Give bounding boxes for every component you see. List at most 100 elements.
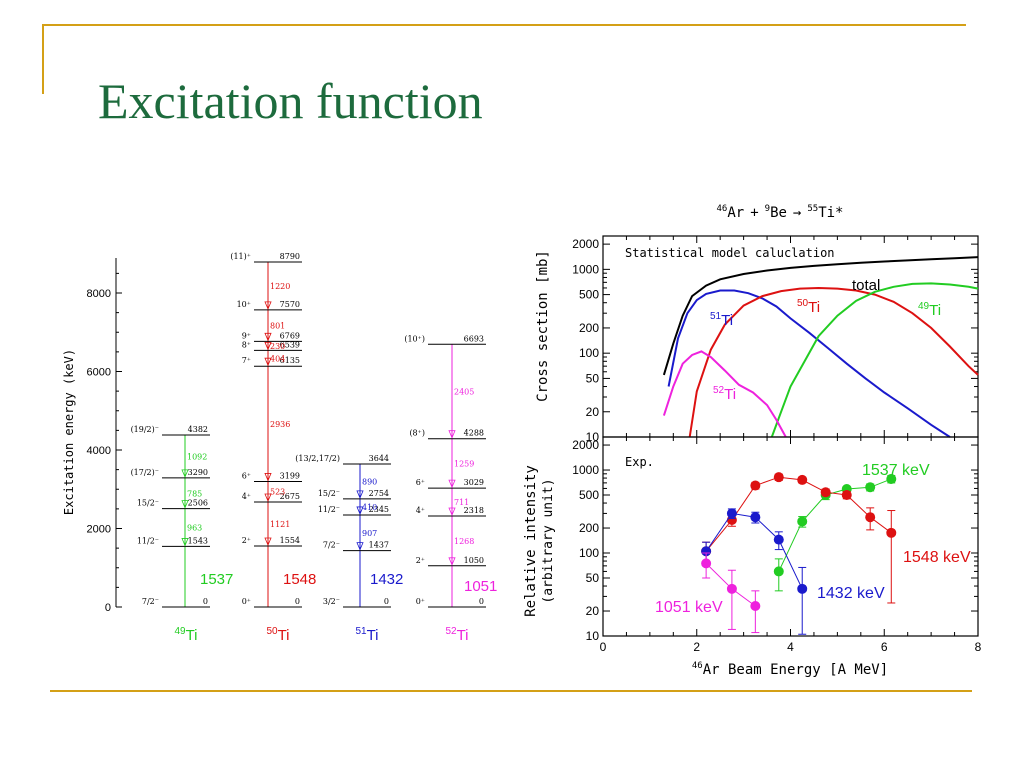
x-tick-label: 4 bbox=[787, 640, 794, 654]
data-point bbox=[797, 583, 808, 594]
data-point bbox=[773, 534, 784, 545]
level-spin-label: 15/2⁻ bbox=[318, 489, 340, 498]
level-energy-label: 3199 bbox=[280, 471, 300, 480]
curve-total bbox=[662, 256, 979, 376]
level-spin-label: 8⁺ bbox=[242, 340, 251, 349]
cross-section-series bbox=[662, 256, 979, 438]
x-tick-label: 6 bbox=[881, 640, 888, 654]
level-scheme-tick-label: 4000 bbox=[87, 445, 111, 457]
y-tick-label: 10 bbox=[586, 629, 600, 643]
y-tick-label: 100 bbox=[579, 546, 599, 560]
gamma-arrowhead bbox=[356, 490, 364, 499]
level-spin-label: 11/2⁻ bbox=[318, 505, 340, 514]
nucleus-52ti: 0⁺ 0 2⁺ 1050 4⁺ 2318 6⁺ 3029 (8⁺) 4288 (10⁺) 6693 12… bbox=[404, 334, 497, 644]
level-energy-label: 7570 bbox=[280, 300, 300, 309]
gamma-arrowhead bbox=[448, 479, 456, 489]
level-energy-label: 2318 bbox=[464, 506, 484, 515]
x-tick-label: 2 bbox=[693, 640, 700, 654]
statistical-model-annotation: Statistical model caluclation bbox=[625, 246, 835, 260]
total-curve-label: total bbox=[852, 277, 880, 294]
gamma-energy-label: 230 bbox=[270, 342, 285, 351]
gamma-arrowhead bbox=[264, 493, 272, 503]
ti50-curve-label: 50Ti bbox=[797, 298, 820, 316]
nucleus-element: Ti bbox=[457, 627, 469, 644]
level-energy-label: 6693 bbox=[464, 334, 484, 343]
label-1432-kev: 1432 keV bbox=[817, 585, 885, 602]
level-energy-label: 0 bbox=[384, 597, 389, 606]
nucleus-element: Ti bbox=[278, 627, 290, 644]
series-1548-kev bbox=[701, 472, 897, 604]
data-point bbox=[750, 600, 761, 611]
level-energy-label: 4382 bbox=[188, 425, 208, 434]
relative-intensity-chart: 10 20 50 100 200 500 1000 2000 0 2 4 6 8 Exp. Relati… bbox=[523, 436, 982, 678]
top-rule bbox=[42, 24, 966, 26]
y-tick-label: 1000 bbox=[572, 463, 599, 477]
level-spin-label: (8⁺) bbox=[409, 429, 425, 438]
relative-intensity-ticks: 10 20 50 100 200 500 1000 2000 0 2 4 6 8 bbox=[572, 437, 982, 654]
level-scheme-tick-label: 8000 bbox=[87, 288, 111, 300]
gamma-arrowhead bbox=[448, 507, 456, 517]
level-scheme-ticks: 0 2000 4000 6000 8000 bbox=[87, 272, 122, 614]
level-energy-label: 2345 bbox=[369, 505, 389, 514]
level-spin-label: 9⁺ bbox=[242, 331, 251, 340]
level-energy-label: 3029 bbox=[464, 478, 484, 487]
series-1432-kev bbox=[701, 508, 808, 635]
gamma-arrowhead bbox=[356, 506, 364, 515]
gamma-energy-label: 1268 bbox=[454, 537, 474, 546]
gamma-energy-label: 785 bbox=[187, 489, 202, 498]
level-energy-label: 1050 bbox=[464, 556, 484, 565]
beam-energy-x-label: 46Ar Beam Energy [A MeV] bbox=[692, 661, 888, 678]
nucleus-mass: 49 bbox=[174, 626, 186, 637]
data-point bbox=[701, 558, 712, 569]
level-spin-label: 4⁺ bbox=[416, 506, 425, 515]
cross-section-ticks: 10 20 50 100 200 500 1000 2000 bbox=[572, 236, 979, 444]
curve-51ti bbox=[667, 289, 951, 438]
level-scheme-tick-label: 6000 bbox=[87, 367, 111, 379]
curve-49ti bbox=[770, 282, 979, 438]
nucleus-name: 49Ti bbox=[174, 626, 197, 644]
cross-section-frame bbox=[602, 235, 979, 438]
level-scheme-y-label: Excitation energy (keV) bbox=[62, 349, 76, 515]
nucleus-name: 52Ti bbox=[445, 626, 468, 644]
relative-intensity-series bbox=[701, 472, 897, 635]
transition-highlight-label: 1051 bbox=[464, 578, 497, 595]
relative-intensity-y-sublabel: (arbitrary unit) bbox=[541, 478, 556, 603]
level-spin-label: (10⁺) bbox=[404, 334, 425, 343]
y-tick-label: 50 bbox=[586, 571, 600, 585]
connecting-line bbox=[778, 478, 892, 572]
gamma-energy-label: 1121 bbox=[270, 520, 290, 529]
y-tick-label: 20 bbox=[586, 604, 600, 618]
level-spin-label: (13/2,17/2) bbox=[295, 454, 340, 463]
y-tick-label: 2000 bbox=[572, 237, 599, 251]
label-1548-kev: 1548 keV bbox=[903, 549, 971, 566]
nucleus-mass: 52 bbox=[445, 626, 457, 637]
level-energy-label: 6539 bbox=[280, 340, 300, 349]
series-1051-kev bbox=[701, 552, 761, 634]
exp-annotation: Exp. bbox=[625, 455, 654, 469]
transition-highlight-label: 1537 bbox=[200, 571, 233, 588]
gamma-energy-label: 1220 bbox=[270, 282, 290, 291]
level-spin-label: 11/2⁻ bbox=[137, 536, 159, 545]
level-spin-label: (17/2)⁻ bbox=[131, 468, 159, 477]
data-point bbox=[726, 583, 737, 594]
series-1537-kev bbox=[773, 473, 897, 592]
level-energy-label: 2506 bbox=[188, 499, 208, 508]
transition-highlight-label: 1548 bbox=[283, 571, 316, 588]
level-energy-label: 3290 bbox=[188, 468, 208, 477]
level-energy-label: 2675 bbox=[280, 492, 300, 501]
nucleus-name: 51Ti bbox=[355, 626, 378, 644]
x-tick-label: 0 bbox=[600, 640, 607, 654]
level-spin-label: (11)⁺ bbox=[230, 252, 251, 261]
cross-section-chart: 46Ar +9Be → 55Ti* 10 20 50 100 200 500 1000 2000 S… bbox=[535, 204, 979, 444]
nucleus-mass: 51 bbox=[355, 626, 367, 637]
ti52-curve-label: 52Ti bbox=[713, 385, 736, 403]
slide-title: Excitation function bbox=[98, 73, 483, 129]
level-spin-label: 6⁺ bbox=[242, 471, 251, 480]
gamma-energy-label: 1092 bbox=[187, 452, 207, 461]
gamma-arrowhead bbox=[181, 469, 189, 478]
gamma-energy-label: 711 bbox=[454, 498, 469, 507]
nucleus-mass: 50 bbox=[266, 626, 278, 637]
nucleus-49ti: 7/2⁻ 0 11/2⁻ 1543 15/2⁻ 2506 (17/2)⁻ 3290 (19/2)… bbox=[131, 425, 234, 644]
gamma-energy-label: 2405 bbox=[454, 387, 474, 396]
